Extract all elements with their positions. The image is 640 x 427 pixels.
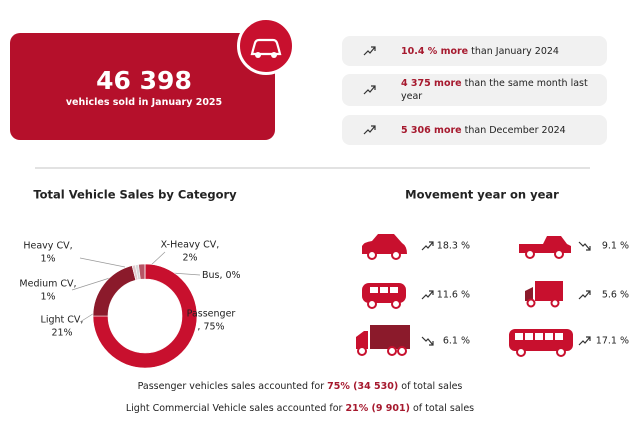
- slice-label: X-Heavy CV,: [161, 240, 220, 251]
- wheel: [387, 346, 397, 356]
- wheel: [367, 299, 377, 309]
- vehicle-icon: [362, 283, 406, 309]
- car-icon: [250, 38, 282, 58]
- slice-label-group: Bus, 0%: [202, 270, 241, 281]
- trend-arrow: [363, 125, 376, 135]
- wheel: [525, 249, 535, 259]
- vehicle-icon: [519, 236, 571, 259]
- pickup-body: [519, 236, 571, 253]
- summary-value: 46 398: [96, 66, 192, 95]
- highlight-text: 5 306 more than December 2024: [401, 124, 591, 137]
- trend-arrow: [578, 336, 591, 346]
- trend-arrow: [363, 85, 376, 95]
- movement-value: 11.6 %: [437, 290, 470, 301]
- trend-arrow: [421, 241, 434, 251]
- slice-value-label: , 75%: [197, 322, 224, 333]
- donut-slice: [92, 265, 137, 317]
- wheel: [397, 346, 407, 356]
- highlight-text: 10.4 % more than January 2024: [401, 45, 591, 58]
- vehicle-icon: [509, 329, 573, 357]
- wheel: [357, 346, 367, 356]
- window: [370, 287, 378, 293]
- highlight: 5 306 more than December 2024: [342, 115, 607, 145]
- trend-icon: [363, 125, 376, 135]
- slice-label: Medium CV,: [19, 279, 76, 290]
- slice-label: Heavy CV,: [23, 241, 72, 252]
- window: [380, 287, 388, 293]
- cab: [356, 331, 368, 349]
- donut-slice: [92, 263, 198, 369]
- slice-label: Passenger: [187, 309, 236, 320]
- divider: [35, 167, 590, 169]
- footer-emphasis: 75% (34 530): [327, 381, 399, 392]
- footer-text: Light Commercial Vehicle sales accounted…: [125, 403, 346, 414]
- highlight-rest: than January 2024: [468, 46, 559, 57]
- wheel: [391, 299, 401, 309]
- wheel: [550, 298, 560, 308]
- footer-line: Passenger vehicles sales accounted for 7…: [0, 381, 600, 392]
- slice-value-label: 0%: [226, 270, 241, 281]
- trend-icon: [363, 46, 376, 56]
- slice-value-label: 1%: [40, 254, 55, 265]
- window: [525, 333, 533, 340]
- movement-value: 18.3 %: [437, 241, 470, 252]
- wheel: [367, 250, 377, 260]
- movement-value: 9.1 %: [602, 241, 629, 252]
- movement-value: 5.6 %: [602, 290, 629, 301]
- footer-text: Passenger vehicles sales accounted for: [137, 381, 328, 392]
- vehicle-icon: [525, 281, 563, 308]
- movement-value: 6.1 %: [443, 336, 470, 347]
- vehicle-icon: [362, 234, 407, 260]
- highlight-text: 4 375 more than the same month last year: [401, 77, 591, 103]
- footer-emphasis: 21% (9 901): [345, 403, 410, 414]
- wheel: [516, 347, 526, 357]
- highlight: 4 375 more than the same month last year: [342, 74, 607, 106]
- highlight-emphasis: 10.4 % more: [401, 46, 469, 57]
- window: [555, 333, 563, 340]
- highlight: 10.4 % more than January 2024: [342, 36, 607, 66]
- trend-icon: [363, 85, 376, 95]
- cargo: [370, 325, 410, 349]
- slice-value-label: 2%: [182, 253, 197, 264]
- slice-label: Bus,: [202, 270, 223, 281]
- footer-line: Light Commercial Vehicle sales accounted…: [0, 403, 600, 414]
- window: [535, 333, 543, 340]
- car-body: [362, 234, 407, 254]
- window: [545, 333, 553, 340]
- movement-value: 17.1 %: [596, 336, 629, 347]
- highlight-rest: than the same month last year: [401, 78, 588, 102]
- wheel: [554, 249, 564, 259]
- trend-arrow: [421, 336, 434, 346]
- slice-label: Light CV,: [41, 315, 84, 326]
- slice-value-label: 1%: [40, 292, 55, 303]
- cargo: [535, 281, 563, 301]
- car-badge: [237, 17, 295, 75]
- slice-value-label: 21%: [51, 328, 72, 339]
- highlight-emphasis: 5 306 more: [401, 125, 462, 136]
- window: [390, 287, 398, 293]
- wheel: [391, 250, 401, 260]
- wheel: [526, 298, 536, 308]
- cab: [525, 287, 533, 301]
- footer-text: of total sales: [409, 403, 475, 414]
- chart-title: Total Vehicle Sales by Category: [33, 188, 237, 202]
- trend-arrow: [363, 46, 376, 56]
- movement-title: Movement year on year: [405, 188, 559, 202]
- summary-label: vehicles sold in January 2025: [65, 97, 223, 108]
- highlight-rest: than December 2024: [461, 125, 566, 136]
- window: [515, 333, 523, 340]
- vehicle-icon: [356, 325, 410, 356]
- summary-card: [10, 33, 275, 140]
- wheel: [556, 347, 566, 357]
- footer-text: of total sales: [398, 381, 463, 392]
- trend-arrow: [578, 241, 591, 251]
- highlight-emphasis: 4 375 more: [401, 78, 462, 89]
- trend-arrow: [421, 290, 434, 300]
- trend-arrow: [578, 290, 591, 300]
